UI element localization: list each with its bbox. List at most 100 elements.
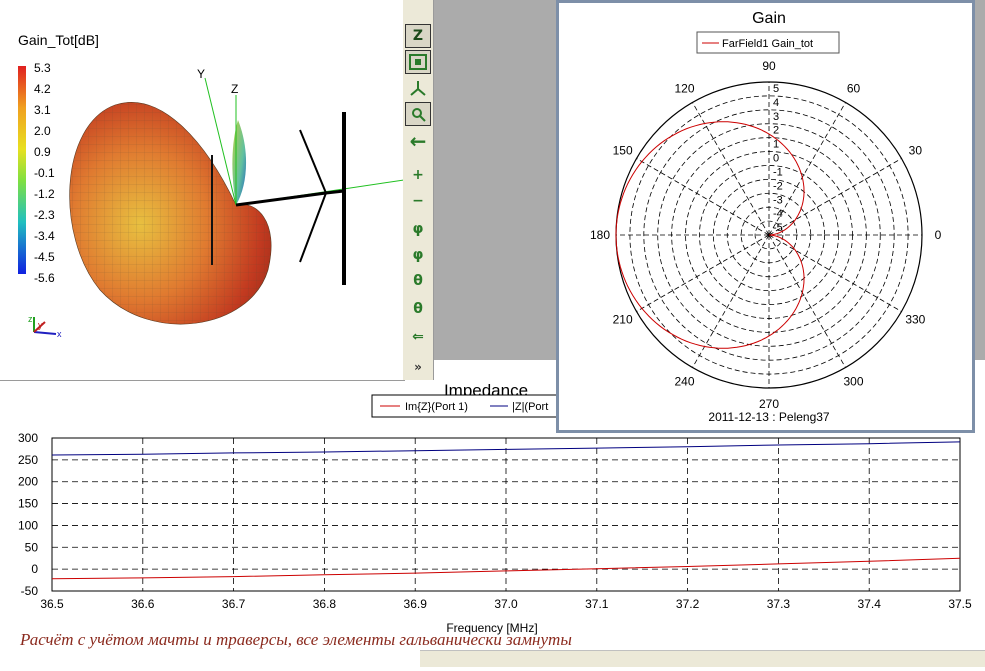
colorbar-tick-label: -0.1 <box>34 166 55 180</box>
gain-polar-chart[interactable]: Gain FarField1 Gain_tot 0306090120150180… <box>559 3 972 430</box>
colorbar-tick-label: 5.3 <box>34 61 51 75</box>
plot-series <box>51 441 961 580</box>
polar-radial-label: -1 <box>773 166 783 178</box>
polar-angle-label: 270 <box>759 397 779 411</box>
x-tick-label: 36.7 <box>222 597 246 611</box>
polar-angle-label: 180 <box>590 228 610 242</box>
polar-angle-label: 300 <box>843 374 863 388</box>
gain-legend <box>696 31 840 54</box>
colorbar <box>18 66 26 274</box>
rotate-theta-cw-icon[interactable]: θ <box>413 273 423 289</box>
element-lower <box>299 192 327 263</box>
svg-text:y: y <box>38 320 43 330</box>
polar-ring <box>712 178 826 292</box>
farfield-3d-view[interactable]: Gain_Tot[dB] 5.3 4.2 3.1 2.0 0.9 -0.1 -1.2 -2.3… <box>0 0 405 381</box>
polar-spoke <box>692 102 770 236</box>
x-tick-label: 37.5 <box>948 597 972 611</box>
colorbar-tick-label: -1.2 <box>34 187 55 201</box>
fit-view-icon[interactable] <box>405 50 431 74</box>
svg-text:z: z <box>28 314 33 324</box>
polar-angle-label: 30 <box>909 144 923 158</box>
polar-ring <box>754 220 784 250</box>
polar-angle-label: 330 <box>905 313 925 327</box>
x-tick-label: 37.4 <box>858 597 882 611</box>
axis-y-label: Y <box>197 67 205 81</box>
y-tick-labels: 300 250 200 150 100 50 0 -50 <box>18 431 38 598</box>
y-tick-label: 250 <box>18 453 38 467</box>
x-tick-label: 36.9 <box>404 597 428 611</box>
polar-angle-label: 120 <box>674 82 694 96</box>
zoom-window-icon[interactable] <box>405 102 431 126</box>
gain-polar-window[interactable]: Gain FarField1 Gain_tot 0 30 60 90 120 150 180… <box>556 0 975 433</box>
impedance-chart-panel: Impedance Im{Z}(Port 1) |Z|(Port 300 250 2… <box>0 381 985 666</box>
gain-footer: 2011-12-13 : Peleng37 <box>708 410 830 424</box>
status-bar <box>420 650 985 667</box>
back-arrow-icon[interactable]: ← <box>409 129 427 153</box>
colorbar-tick-label: -5.6 <box>34 271 55 285</box>
polar-radial-label: 2 <box>773 125 779 137</box>
colorbar-tick-label: 0.9 <box>34 145 51 159</box>
svg-text:x: x <box>57 329 62 339</box>
zoom-out-icon[interactable]: − <box>412 193 424 209</box>
y-tick-label: 300 <box>18 431 38 445</box>
colorbar-tick-label: -3.4 <box>34 229 55 243</box>
element-upper <box>299 129 327 194</box>
x-tick-label: 37.2 <box>676 597 700 611</box>
axis-y-line <box>204 77 237 206</box>
series-line-0 <box>51 557 961 580</box>
rotate-phi-cw-icon[interactable]: φ <box>412 221 424 237</box>
polar-angle-label: 240 <box>674 374 694 388</box>
x-axis-label: Frequency [MHz] <box>446 621 537 635</box>
boom-end <box>325 189 345 195</box>
polar-spoke <box>636 234 770 312</box>
rotate-theta-ccw-icon[interactable]: θ <box>413 301 423 317</box>
colorbar-ticks: 5.3 4.2 3.1 2.0 0.9 -0.1 -1.2 -2.3 -3.4 -4.5 -5.6 <box>34 61 55 285</box>
x-tick-label: 36.5 <box>40 597 64 611</box>
polar-radial-label: -4 <box>773 208 783 220</box>
expand-toolbar-icon[interactable]: » <box>414 360 422 374</box>
farfield-3d-canvas[interactable]: Gain_Tot[dB] 5.3 4.2 3.1 2.0 0.9 -0.1 -1.2 -2.3… <box>0 0 405 380</box>
step-back-icon[interactable]: ⇐ <box>412 329 424 345</box>
y-tick-label: 50 <box>25 540 39 554</box>
polar-radial-label: -5 <box>773 222 783 234</box>
view-toolbar: Z ← + − φ φ θ θ ⇐ » <box>403 0 434 380</box>
polar-radial-label: -2 <box>773 180 783 192</box>
polar-ring <box>643 109 895 361</box>
x-tick-label: 37.1 <box>585 597 609 611</box>
polar-angle-label: 90 <box>762 59 776 73</box>
zoom-in-icon[interactable]: + <box>412 167 424 183</box>
polar-spoke <box>636 158 770 236</box>
rotate-axes-icon[interactable] <box>406 76 430 98</box>
zoom-axis-z-icon[interactable]: Z <box>405 24 431 48</box>
legend-label-imz: Im{Z}(Port 1) <box>405 401 468 413</box>
radiation-pattern-null <box>232 120 247 205</box>
polar-spoke <box>768 158 902 236</box>
axis-z-label: Z <box>231 82 238 96</box>
impedance-chart[interactable]: Impedance Im{Z}(Port 1) |Z|(Port 3002502… <box>0 381 985 666</box>
y-tick-label: 150 <box>18 497 38 511</box>
caption-text: Расчёт с учётом мачты и траверсы, все эл… <box>20 630 572 649</box>
colorbar-tick-label: -2.3 <box>34 208 55 222</box>
radiation-pattern-mesh <box>69 102 272 325</box>
legend-label-absz: |Z|(Port <box>512 401 548 413</box>
y-tick-label: 0 <box>31 562 38 576</box>
series-line-1 <box>51 441 961 456</box>
y-tick-label: 200 <box>18 475 38 489</box>
polar-angle-label: 60 <box>847 82 861 96</box>
polar-radial-label: 3 <box>773 111 779 123</box>
y-tick-label: 100 <box>18 518 38 532</box>
polar-spoke <box>692 234 770 368</box>
polar-radial-label: 0 <box>773 153 779 165</box>
orientation-triad: z y x <box>28 314 62 339</box>
polar-grid <box>615 81 923 389</box>
colorbar-tick-label: 2.0 <box>34 124 51 138</box>
colorbar-tick-label: 3.1 <box>34 103 51 117</box>
x-tick-label: 36.6 <box>131 597 155 611</box>
boom <box>235 191 327 207</box>
x-tick-label: 37.3 <box>767 597 791 611</box>
gain-title: Gain <box>752 10 786 27</box>
rotate-phi-ccw-icon[interactable]: φ <box>412 247 424 263</box>
gain-legend-label: FarField1 Gain_tot <box>722 38 813 50</box>
x-tick-labels: 36.5 36.6 36.7 36.8 36.9 37.0 37.1 37.2 37.3 37.4… <box>40 597 972 611</box>
